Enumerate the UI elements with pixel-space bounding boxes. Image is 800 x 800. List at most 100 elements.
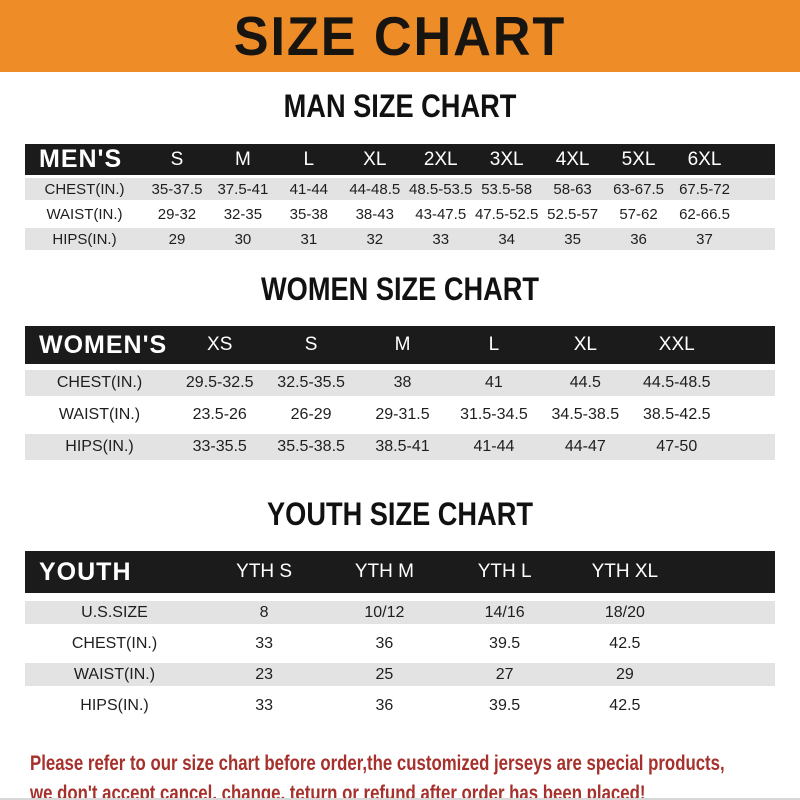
value-cell: 30 xyxy=(209,228,276,250)
value-cell: 48.5-53.5 xyxy=(407,178,474,200)
value-cell: 36 xyxy=(324,694,445,717)
women-size-table: WOMEN'S XS S M L XL XXL CHEST(IN.) 29.5-32.5 32.… xyxy=(25,320,775,466)
value-cell: 27 xyxy=(444,663,565,686)
youth-table-header: YOUTH YTH S YTH M YTH L YTH XL xyxy=(25,551,775,593)
row-label-cell: CHEST(IN.) xyxy=(25,178,144,200)
value-cell: 26-29 xyxy=(265,402,357,428)
row-spacer-cell xyxy=(722,370,775,396)
table-title-cell: MEN'S xyxy=(25,144,144,175)
value-cell: 44.5-48.5 xyxy=(631,370,723,396)
footer-line-1: Please refer to our size chart before or… xyxy=(30,752,725,775)
column-header-cell: YTH M xyxy=(324,551,445,593)
value-cell: 44.5 xyxy=(539,370,632,396)
value-cell: 23.5-26 xyxy=(174,402,266,428)
column-header-cell: 5XL xyxy=(605,144,672,175)
value-cell: 34 xyxy=(473,228,540,250)
row-spacer-cell xyxy=(737,228,775,250)
table-header-row: YOUTH YTH S YTH M YTH L YTH XL xyxy=(25,551,775,593)
column-header-cell: M xyxy=(356,326,449,364)
value-cell: 34.5-38.5 xyxy=(539,402,632,428)
value-cell: 35-37.5 xyxy=(144,178,210,200)
value-cell: 31 xyxy=(275,228,342,250)
value-cell: 29-32 xyxy=(144,203,210,225)
row-spacer-cell xyxy=(722,434,775,460)
value-cell: 33-35.5 xyxy=(174,434,266,460)
men-table-header: MEN'S S M L XL 2XL 3XL 4XL 5XL 6XL xyxy=(25,144,775,175)
value-cell: 58-63 xyxy=(539,178,606,200)
row-label-cell: WAIST(IN.) xyxy=(25,663,204,686)
row-label-cell: HIPS(IN.) xyxy=(25,228,144,250)
table-row: WAIST(IN.) 23.5-26 26-29 29-31.5 31.5-34.5 34… xyxy=(25,402,775,428)
value-cell: 29.5-32.5 xyxy=(174,370,266,396)
value-cell: 37 xyxy=(671,228,738,250)
table-row: CHEST(IN.) 35-37.5 37.5-41 41-44 44-48.5 48.5… xyxy=(25,178,775,200)
table-title-cell: YOUTH xyxy=(25,551,204,593)
value-cell: 52.5-57 xyxy=(539,203,606,225)
table-row: U.S.SIZE 8 10/12 14/16 18/20 xyxy=(25,601,775,624)
section-heading-youth: YOUTH SIZE CHART xyxy=(267,496,533,532)
column-header-cell: M xyxy=(209,144,276,175)
value-cell: 29 xyxy=(564,663,685,686)
value-cell: 29-31.5 xyxy=(356,402,449,428)
men-table-body: CHEST(IN.) 35-37.5 37.5-41 41-44 44-48.5 48.5… xyxy=(25,178,775,250)
column-header-cell: S xyxy=(144,144,210,175)
value-cell: 35 xyxy=(539,228,606,250)
row-label-cell: CHEST(IN.) xyxy=(25,370,174,396)
row-label-cell: CHEST(IN.) xyxy=(25,632,204,655)
value-cell: 38 xyxy=(356,370,449,396)
footer-line-2: we don't accept cancel, change, teturn o… xyxy=(30,782,646,800)
row-spacer-cell xyxy=(722,402,775,428)
value-cell: 37.5-41 xyxy=(209,178,276,200)
value-cell: 38-43 xyxy=(341,203,408,225)
value-cell: 44-47 xyxy=(539,434,632,460)
value-cell: 41-44 xyxy=(275,178,342,200)
value-cell: 38.5-41 xyxy=(356,434,449,460)
value-cell: 33 xyxy=(407,228,474,250)
row-label-cell: HIPS(IN.) xyxy=(25,434,174,460)
row-spacer-cell xyxy=(685,694,775,717)
value-cell: 38.5-42.5 xyxy=(631,402,723,428)
value-cell: 62-66.5 xyxy=(671,203,738,225)
value-cell: 32 xyxy=(341,228,408,250)
banner: SIZE CHART xyxy=(0,0,800,72)
column-header-cell: XS xyxy=(174,326,266,364)
column-header-cell: 4XL xyxy=(539,144,606,175)
value-cell: 36 xyxy=(605,228,672,250)
row-label-cell: HIPS(IN.) xyxy=(25,694,204,717)
table-title-cell: WOMEN'S xyxy=(25,326,174,364)
value-cell: 53.5-58 xyxy=(473,178,540,200)
value-cell: 10/12 xyxy=(324,601,445,624)
column-header-cell: YTH XL xyxy=(564,551,685,593)
row-spacer-cell xyxy=(685,663,775,686)
women-table-header: WOMEN'S XS S M L XL XXL xyxy=(25,326,775,364)
header-spacer-cell xyxy=(737,144,775,175)
value-cell: 47.5-52.5 xyxy=(473,203,540,225)
row-spacer-cell xyxy=(737,203,775,225)
value-cell: 25 xyxy=(324,663,445,686)
value-cell: 43-47.5 xyxy=(407,203,474,225)
banner-title: SIZE CHART xyxy=(233,5,567,67)
row-label-cell: WAIST(IN.) xyxy=(25,402,174,428)
column-header-cell: 6XL xyxy=(671,144,738,175)
value-cell: 33 xyxy=(204,694,325,717)
value-cell: 32-35 xyxy=(209,203,276,225)
value-cell: 14/16 xyxy=(444,601,565,624)
value-cell: 63-67.5 xyxy=(605,178,672,200)
value-cell: 41 xyxy=(448,370,540,396)
column-header-cell: YTH S xyxy=(204,551,325,593)
row-spacer-cell xyxy=(685,601,775,624)
value-cell: 29 xyxy=(144,228,210,250)
value-cell: 35.5-38.5 xyxy=(265,434,357,460)
table-header-row: MEN'S S M L XL 2XL 3XL 4XL 5XL 6XL xyxy=(25,144,775,175)
youth-table-body: U.S.SIZE 8 10/12 14/16 18/20 CHEST(IN.) 33 36 39… xyxy=(25,601,775,717)
column-header-cell: XL xyxy=(341,144,408,175)
value-cell: 31.5-34.5 xyxy=(448,402,540,428)
column-header-cell: S xyxy=(265,326,357,364)
section-heading-women: WOMEN SIZE CHART xyxy=(260,271,540,307)
value-cell: 42.5 xyxy=(564,632,685,655)
column-header-cell: XL xyxy=(539,326,632,364)
column-header-cell: L xyxy=(275,144,342,175)
column-header-cell: L xyxy=(448,326,540,364)
section-heading-man: MAN SIZE CHART xyxy=(283,88,517,124)
